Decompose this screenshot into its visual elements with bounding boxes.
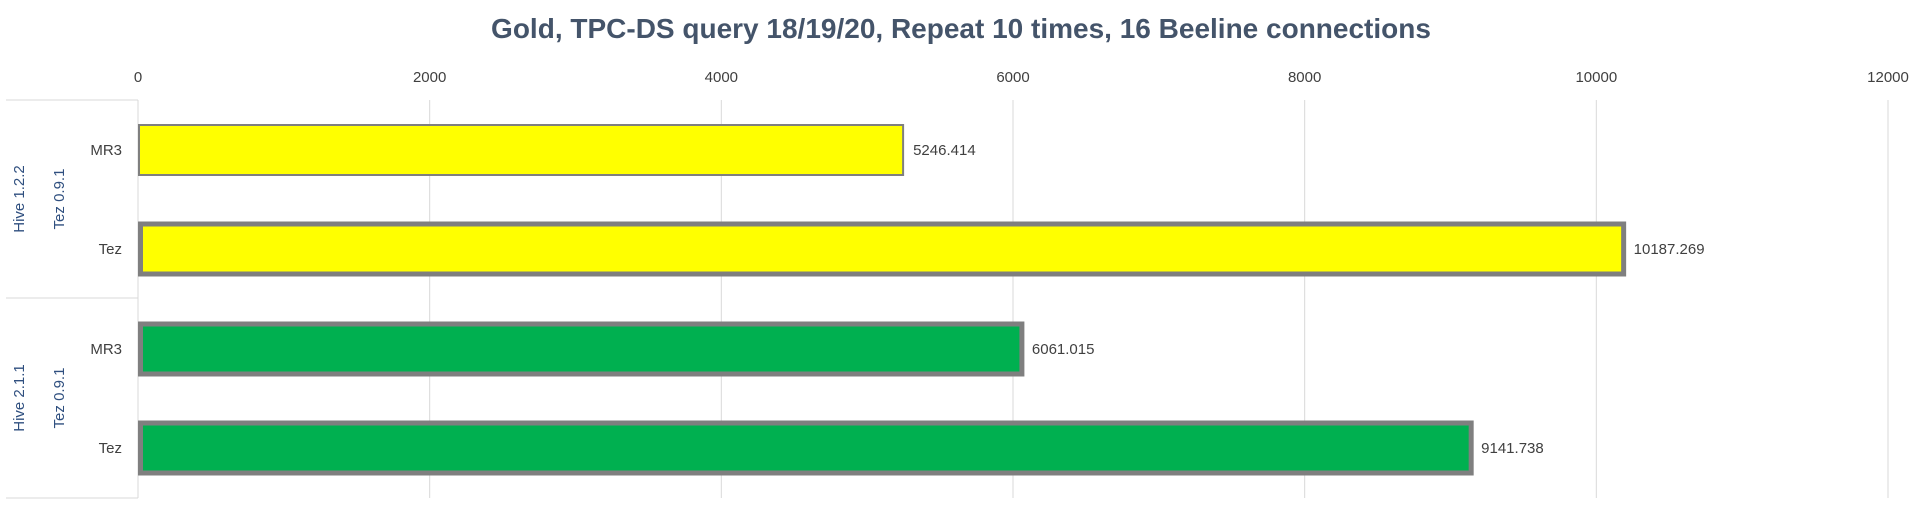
group-inner-label: Tez 0.9.1	[51, 169, 68, 230]
labels: Hive 1.2.2 Tez 0.9.1 MR3 5246.414 Tez 10187.2…	[11, 142, 1705, 457]
data-label: 9141.738	[1481, 440, 1544, 457]
chart-title: Gold, TPC-DS query 18/19/20, Repeat 10 t…	[491, 13, 1431, 44]
group-inner-label: Tez 0.9.1	[51, 368, 68, 429]
x-tick-label: 6000	[996, 69, 1029, 86]
bar	[138, 420, 1474, 476]
x-tick-label: 10000	[1575, 69, 1617, 86]
bar	[138, 321, 1025, 377]
category-axis	[6, 99, 139, 499]
x-axis-ticks: 0 2000 4000 6000 8000 10000 12000	[134, 69, 1909, 86]
bars	[138, 124, 1627, 476]
category-label: Tez	[99, 241, 122, 258]
category-label: MR3	[90, 142, 122, 159]
x-tick-label: 12000	[1867, 69, 1909, 86]
group-outer-label: Hive 1.2.2	[11, 165, 28, 233]
data-label: 10187.269	[1634, 241, 1705, 258]
data-label: 6061.015	[1032, 341, 1095, 358]
bar	[138, 124, 905, 176]
bar	[138, 221, 1627, 277]
group-outer-label: Hive 2.1.1	[11, 364, 28, 432]
x-tick-label: 2000	[413, 69, 446, 86]
category-label: Tez	[99, 440, 122, 457]
x-tick-label: 8000	[1288, 69, 1321, 86]
x-tick-label: 0	[134, 69, 142, 86]
x-tick-label: 4000	[705, 69, 738, 86]
category-label: MR3	[90, 341, 122, 358]
data-label: 5246.414	[913, 142, 976, 159]
